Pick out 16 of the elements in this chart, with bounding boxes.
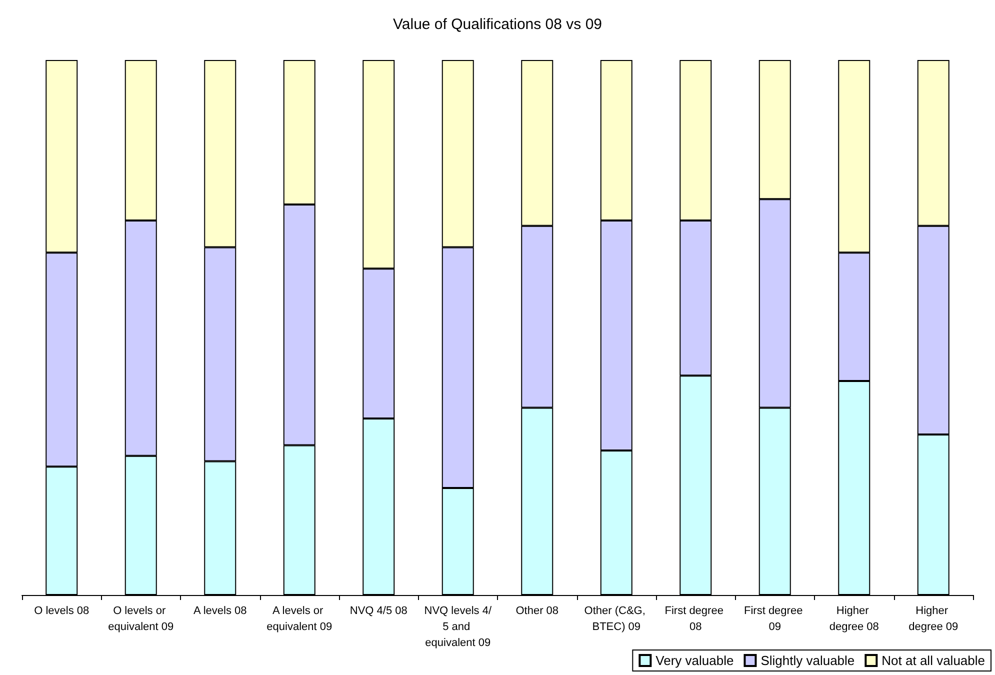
x-tick-label: A levels or equivalent 09 xyxy=(266,605,332,633)
x-tick-label: Higher degree 08 xyxy=(829,605,879,633)
x-tick-label: NVQ levels 4/5 and equivalent 09 xyxy=(424,605,492,649)
legend-label: Very valuable xyxy=(656,653,734,668)
x-tick-label: Other 08 xyxy=(516,605,559,617)
x-tick-label: First degree 08 xyxy=(664,605,726,633)
legend-label: Slightly valuable xyxy=(760,653,855,668)
x-tick-label: O levels or equivalent 09 xyxy=(108,605,174,633)
x-tick-label: NVQ 4/5 08 xyxy=(350,605,408,617)
legend-label: Not at all valuable xyxy=(882,653,986,668)
x-tick-label: Higher degree 09 xyxy=(908,605,958,633)
chart-title: Value of Qualifications 08 vs 09 xyxy=(392,16,602,33)
x-tick-label: First degree 09 xyxy=(744,605,806,633)
x-tick-label: A levels 08 xyxy=(194,605,247,617)
x-tick-label: O levels 08 xyxy=(34,605,90,617)
x-tick-label: Other (C&G, BTEC) 09 xyxy=(584,605,648,633)
